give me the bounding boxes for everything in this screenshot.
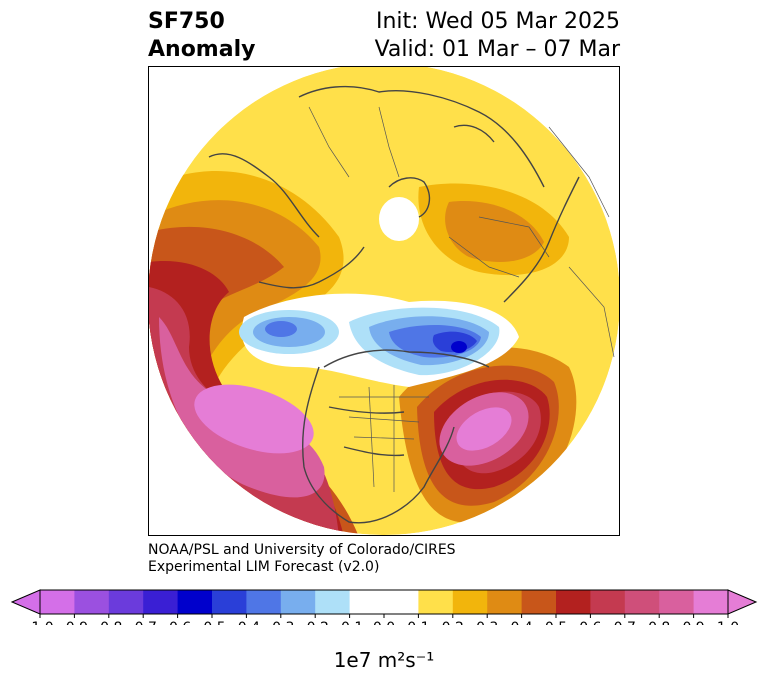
colorbar-cell — [487, 590, 523, 614]
map-panel — [148, 66, 620, 536]
colorbar-units: 1e7 m²s⁻¹ — [333, 648, 435, 672]
colorbar-cell — [693, 590, 729, 614]
colorbar-tick-label: 0.0 — [373, 620, 395, 625]
colorbar-tick-label: -0.4 — [233, 620, 260, 625]
credit-line-1: NOAA/PSL and University of Colorado/CIRE… — [148, 542, 456, 558]
colorbar-tick-label: 0.3 — [476, 620, 498, 625]
valid-period: Valid: 01 Mar – 07 Mar — [374, 37, 620, 62]
colorbar-cell — [590, 590, 626, 614]
colorbar-tick-label: 0.4 — [510, 620, 532, 625]
title-left: SF750 Anomaly — [148, 8, 255, 64]
variable-subtitle: Anomaly — [148, 37, 256, 62]
colorbar-tick-label: -0.5 — [198, 620, 225, 625]
colorbar-over-arrow — [727, 589, 758, 615]
colorbar-tick-label: -1.0 — [26, 620, 53, 625]
colorbar-cell — [212, 590, 247, 614]
colorbar-tick-label: -0.7 — [130, 620, 157, 625]
colorbar-cell — [280, 590, 316, 614]
colorbar-cell — [349, 590, 385, 614]
colorbar: -1.0 -0.9 -0.8 -0.7 -0.6 -0.5 -0.4 -0.3 -0.2 -0.1… — [10, 589, 758, 625]
colorbar-cell — [556, 590, 591, 614]
init-date: Init: Wed 05 Mar 2025 — [375, 9, 620, 34]
colorbar-cell — [659, 590, 695, 614]
colorbar-cell — [521, 590, 557, 614]
colorbar-tick-label: -0.1 — [336, 620, 363, 625]
credit-line-2: Experimental LIM Forecast (v2.0) — [148, 559, 380, 575]
colorbar-cell — [624, 590, 660, 614]
title-right: Init: Wed 05 Mar 2025 Valid: 01 Mar – 07… — [375, 8, 620, 64]
colorbar-tick-label: -0.6 — [164, 620, 191, 625]
colorbar-tick-label: -0.9 — [61, 620, 88, 625]
colorbar-cell — [177, 590, 213, 614]
variable-title: SF750 — [148, 9, 225, 34]
colorbar-cells — [39, 589, 729, 615]
colorbar-cell — [384, 590, 419, 614]
colorbar-tick-label: -0.2 — [302, 620, 329, 625]
colorbar-tick-label: 0.1 — [407, 620, 429, 625]
colorbar-cell — [40, 590, 75, 614]
colorbar-cell — [74, 590, 110, 614]
colorbar-tick-label: 0.9 — [682, 620, 704, 625]
colorbar-cell — [108, 590, 144, 614]
colorbar-under-arrow — [10, 589, 41, 615]
colorbar-tick-label: 0.7 — [614, 620, 636, 625]
colorbar-cell — [143, 590, 179, 614]
political-borders — [308, 106, 615, 492]
colorbar-tick-label: -0.8 — [95, 620, 122, 625]
colorbar-tick-label: 0.5 — [545, 620, 567, 625]
colorbar-tick-label: 0.2 — [442, 620, 464, 625]
colorbar-cell — [246, 590, 282, 614]
coastlines — [208, 85, 580, 524]
colorbar-cell — [452, 590, 488, 614]
anomaly-field — [149, 67, 619, 535]
colorbar-cell — [418, 590, 454, 614]
colorbar-cell — [315, 590, 351, 614]
colorbar-tick-label: -0.3 — [267, 620, 294, 625]
credit-text: NOAA/PSL and University of Colorado/CIRE… — [148, 542, 456, 576]
colorbar-tick-label: 0.6 — [579, 620, 601, 625]
colorbar-ticks: -1.0 -0.9 -0.8 -0.7 -0.6 -0.5 -0.4 -0.3 -0.2 -0.1… — [26, 614, 739, 625]
polar-map — [149, 67, 619, 535]
colorbar-tick-label: 0.8 — [648, 620, 670, 625]
colorbar-tick-label: 1.0 — [717, 620, 739, 625]
